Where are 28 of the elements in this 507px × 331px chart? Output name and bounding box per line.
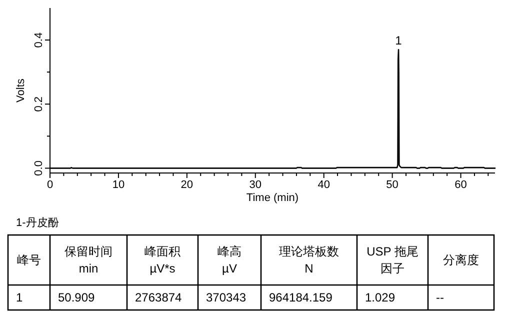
y-tick-label: 0.2: [33, 96, 45, 112]
table-cell: 1.029: [365, 290, 396, 304]
x-tick-label: 40: [318, 179, 330, 191]
table-cell: 峰高 µV: [218, 244, 242, 276]
x-tick-label: 30: [249, 179, 262, 191]
x-tick-label: 10: [112, 179, 125, 191]
y-tick-label: 0.4: [33, 32, 45, 48]
table-cell: 保留时间 min: [64, 244, 112, 276]
table-cell: 2763874: [135, 290, 182, 304]
table-cell: 理论塔板数 N: [279, 244, 339, 276]
x-tick-label: 60: [454, 179, 467, 191]
y-axis-title: Volts: [15, 78, 27, 102]
x-tick-label: 20: [180, 179, 194, 191]
table-cell: 峰号: [17, 253, 41, 267]
y-tick-label: 0.0: [33, 160, 45, 176]
x-tick-label: 50: [386, 179, 398, 191]
table-heading: 1-丹皮酚: [16, 217, 59, 229]
x-tick-label: 0: [46, 179, 54, 191]
table-cell: 370343: [206, 290, 246, 304]
table-cell: 964184.159: [269, 290, 332, 304]
table-cell: 分离度: [443, 253, 479, 267]
x-axis-title: Time (min): [246, 192, 299, 204]
table-cell: --: [436, 290, 444, 304]
table-cell: 1: [16, 290, 23, 304]
table-cell: 50.909: [58, 290, 95, 304]
table-cell: USP 拖尾因子: [366, 244, 418, 276]
table-cell: 峰面积 µV*s: [144, 244, 180, 276]
peak-label: 1: [395, 34, 402, 48]
